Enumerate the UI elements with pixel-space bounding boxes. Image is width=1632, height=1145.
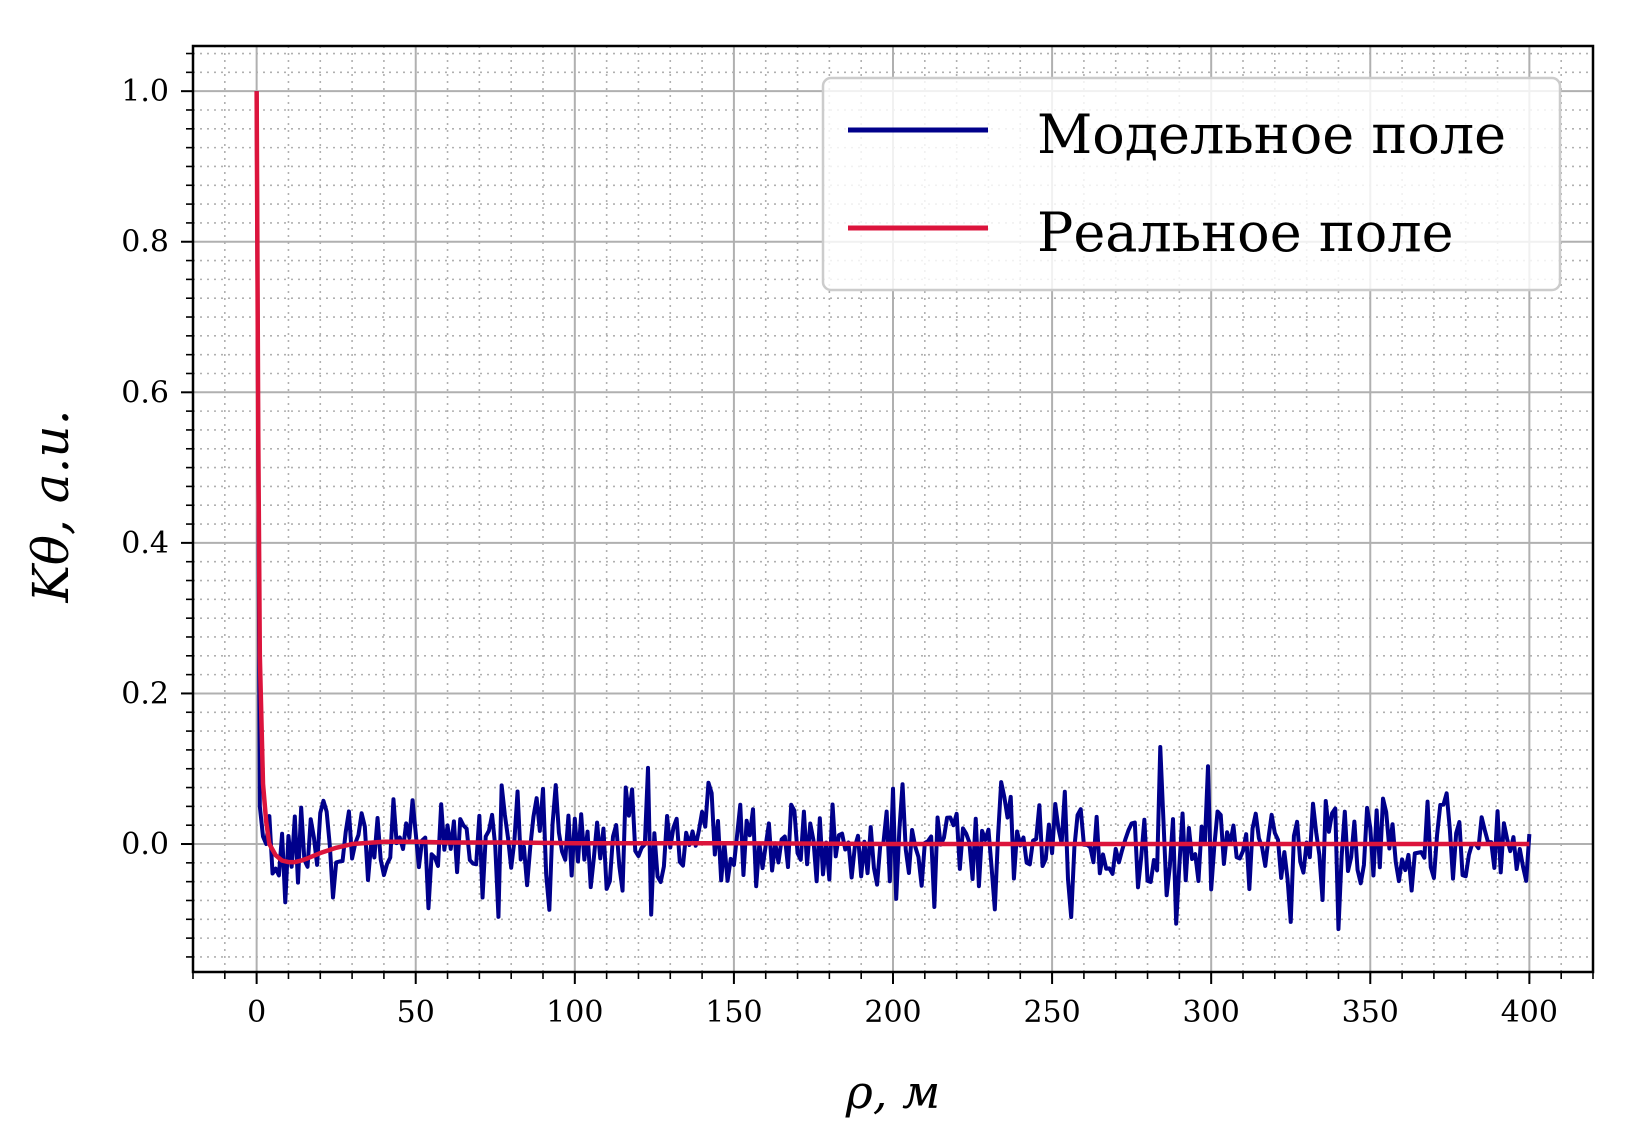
- x-tick-label: 100: [546, 995, 603, 1030]
- y-tick-label: 0.8: [121, 225, 169, 260]
- series-real-line: [254, 91, 1530, 865]
- series-model-line: [254, 91, 1532, 932]
- x-tick-label: 0: [247, 995, 266, 1030]
- x-tick-label: 400: [1501, 995, 1558, 1030]
- x-tick-label: 200: [864, 995, 921, 1030]
- x-tick-label: 150: [705, 995, 762, 1030]
- legend-label-real: Реальное поле: [1037, 201, 1454, 264]
- x-axis-title: ρ, м: [845, 1065, 940, 1119]
- tick-labels: 0 50 100 150 200 250 300 350 400 0.0 0.2 0.4 0.6 0.8 1…: [121, 74, 1558, 1030]
- legend-label-model: Модельное поле: [1037, 103, 1506, 166]
- x-tick-label: 350: [1342, 995, 1399, 1030]
- x-tick-label: 50: [397, 995, 435, 1030]
- y-tick-label: 0.6: [121, 375, 169, 410]
- y-axis-title: Kθ, a.u.: [22, 409, 80, 603]
- y-tick-label: 0.0: [121, 827, 169, 862]
- legend: Модельное поле Реальное поле: [821, 76, 1562, 292]
- ticks: [181, 52, 1594, 984]
- y-tick-label: 1.0: [121, 74, 169, 109]
- y-tick-label: 0.4: [121, 526, 169, 561]
- y-tick-label: 0.2: [121, 676, 169, 711]
- x-tick-label: 300: [1183, 995, 1240, 1030]
- legend-box: [821, 76, 1562, 292]
- series-layer: [254, 91, 1532, 932]
- x-tick-label: 250: [1023, 995, 1080, 1030]
